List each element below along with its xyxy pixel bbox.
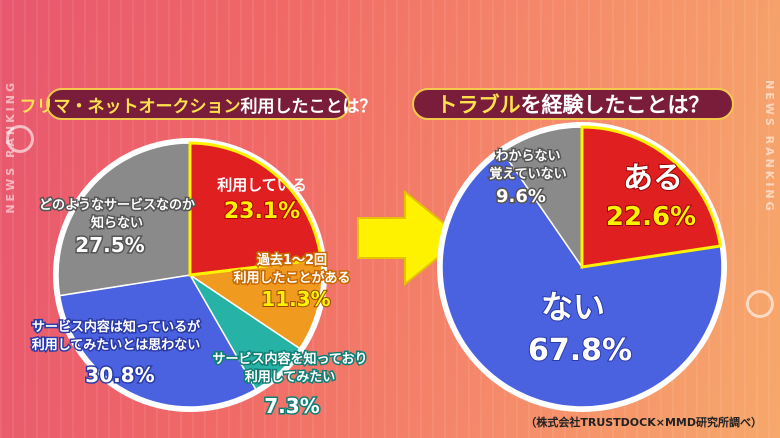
slice-yes-highlight: [580, 125, 723, 269]
right-chart-title: トラブル を経験したことは？: [412, 88, 734, 120]
left-title-highlight: フリマ・ネットオークション: [19, 96, 241, 117]
label-want-to-try: サービス内容を知っており利用してみたい: [213, 351, 368, 385]
value-unknown-service: 27.5%: [75, 233, 144, 257]
slice-using-highlight: [188, 141, 323, 277]
slice-not-interested: [58, 274, 257, 408]
label-unknown-service: どのようなサービスなのか知らない: [39, 197, 195, 231]
value-not-interested: 30.8%: [85, 363, 154, 387]
arrow-icon: [357, 189, 464, 287]
value-no: 67.8%: [528, 333, 632, 368]
value-yes: 22.6%: [606, 202, 696, 232]
slice-no: [441, 150, 723, 408]
label-using: 利用している: [217, 176, 307, 194]
right-title-highlight: トラブル: [436, 93, 521, 117]
value-used-once-or-twice: 11.3%: [261, 287, 330, 311]
slice-dont-know: [501, 126, 583, 270]
side-text-right: NEWS RANKING: [763, 80, 776, 214]
left-title-rest: 利用したことは？: [240, 96, 377, 117]
right-title-rest: を経験したことは？: [520, 93, 710, 117]
slice-unknown-service: [57, 142, 191, 297]
value-dont-know: 9.6%: [496, 186, 546, 207]
label-yes: ある: [623, 161, 683, 196]
label-no: ない: [541, 288, 605, 326]
value-want-to-try: 7.3%: [264, 394, 319, 418]
slice-yes: [581, 126, 722, 268]
ring-decoration-right: [746, 290, 774, 318]
label-used-once-or-twice: 過去1〜2回利用したことがある: [233, 252, 350, 286]
left-chart-title: フリマ・ネットオークション 利用したことは？: [20, 88, 377, 120]
slice-used-once-or-twice: [187, 258, 323, 350]
label-dont-know: わからない覚えていない: [488, 149, 566, 182]
source-credit: （株式会社TRUSTDOCK×MMD研究所調べ）: [525, 416, 762, 429]
label-not-interested: サービス内容は知っているが利用してみたいとは思わない: [32, 319, 201, 353]
value-using: 23.1%: [224, 199, 300, 224]
ring-decoration-left: [6, 125, 34, 153]
